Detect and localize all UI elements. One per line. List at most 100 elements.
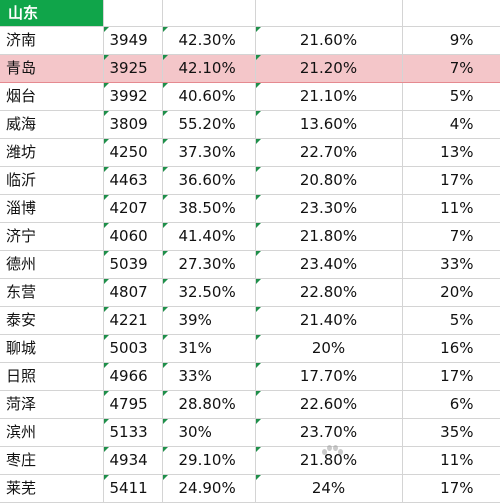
- cell-text: 3949: [109, 31, 148, 49]
- city-cell[interactable]: 枣庄: [0, 446, 104, 475]
- cell-text: 4207: [109, 199, 148, 217]
- empty-header-cell[interactable]: [103, 0, 163, 27]
- cell-text: 17%: [440, 479, 474, 497]
- value-cell[interactable]: 3949: [103, 26, 163, 55]
- percent-cell[interactable]: 20%: [255, 334, 403, 363]
- city-cell[interactable]: 莱芜: [0, 474, 104, 503]
- table-row: 菏泽 4795 28.80% 22.60% 6%: [0, 390, 500, 419]
- empty-header-cell[interactable]: [402, 0, 500, 27]
- error-indicator-icon: [103, 391, 109, 396]
- city-cell[interactable]: 滨州: [0, 418, 104, 447]
- percent-cell[interactable]: 42.10%: [162, 54, 256, 83]
- percent-cell[interactable]: 42.30%: [162, 26, 256, 55]
- city-cell[interactable]: 德州: [0, 250, 104, 279]
- percent-cell[interactable]: 37.30%: [162, 138, 256, 167]
- percent-cell[interactable]: 9%: [402, 26, 500, 55]
- city-cell[interactable]: 聊城: [0, 334, 104, 363]
- province-header-cell[interactable]: 山东: [0, 0, 104, 27]
- percent-cell[interactable]: 7%: [402, 54, 500, 83]
- value-cell[interactable]: 4807: [103, 278, 163, 307]
- percent-cell[interactable]: 11%: [402, 194, 500, 223]
- value-cell[interactable]: 4934: [103, 446, 163, 475]
- percent-cell[interactable]: 33%: [402, 250, 500, 279]
- percent-cell[interactable]: 21.60%: [255, 26, 403, 55]
- value-cell[interactable]: 3809: [103, 110, 163, 139]
- percent-cell[interactable]: 20.80%: [255, 166, 403, 195]
- value-cell[interactable]: 5133: [103, 418, 163, 447]
- error-indicator-icon: [103, 307, 109, 312]
- percent-cell[interactable]: 23.30%: [255, 194, 403, 223]
- percent-cell[interactable]: 4%: [402, 110, 500, 139]
- table-row: 枣庄 4934 29.10% 21.80% 11%: [0, 446, 500, 475]
- percent-cell[interactable]: 55.20%: [162, 110, 256, 139]
- percent-cell[interactable]: 21.40%: [255, 306, 403, 335]
- percent-cell[interactable]: 29.10%: [162, 446, 256, 475]
- percent-cell[interactable]: 17%: [402, 362, 500, 391]
- value-cell[interactable]: 3992: [103, 82, 163, 111]
- percent-cell[interactable]: 36.60%: [162, 166, 256, 195]
- city-cell[interactable]: 泰安: [0, 306, 104, 335]
- empty-header-cell[interactable]: [162, 0, 256, 27]
- cell-text: 27.30%: [178, 255, 236, 273]
- empty-header-cell[interactable]: [255, 0, 403, 27]
- city-cell[interactable]: 青岛: [0, 54, 104, 83]
- percent-cell[interactable]: 30%: [162, 418, 256, 447]
- percent-cell[interactable]: 16%: [402, 334, 500, 363]
- city-cell[interactable]: 淄博: [0, 194, 104, 223]
- percent-cell[interactable]: 13%: [402, 138, 500, 167]
- value-cell[interactable]: 5411: [103, 474, 163, 503]
- city-cell[interactable]: 济宁: [0, 222, 104, 251]
- percent-cell[interactable]: 40.60%: [162, 82, 256, 111]
- city-cell[interactable]: 潍坊: [0, 138, 104, 167]
- percent-cell[interactable]: 22.80%: [255, 278, 403, 307]
- percent-cell[interactable]: 17%: [402, 474, 500, 503]
- percent-cell[interactable]: 17%: [402, 166, 500, 195]
- percent-cell[interactable]: 5%: [402, 82, 500, 111]
- percent-cell[interactable]: 32.50%: [162, 278, 256, 307]
- value-cell[interactable]: 3925: [103, 54, 163, 83]
- percent-cell[interactable]: 39%: [162, 306, 256, 335]
- percent-cell[interactable]: 33%: [162, 362, 256, 391]
- percent-cell[interactable]: 41.40%: [162, 222, 256, 251]
- percent-cell[interactable]: 22.70%: [255, 138, 403, 167]
- value-cell[interactable]: 4795: [103, 390, 163, 419]
- city-cell[interactable]: 日照: [0, 362, 104, 391]
- value-cell[interactable]: 4250: [103, 138, 163, 167]
- value-cell[interactable]: 4221: [103, 306, 163, 335]
- percent-cell[interactable]: 24.90%: [162, 474, 256, 503]
- city-cell[interactable]: 济南: [0, 26, 104, 55]
- value-cell[interactable]: 5039: [103, 250, 163, 279]
- percent-cell[interactable]: 23.40%: [255, 250, 403, 279]
- percent-cell[interactable]: 21.80%: [255, 222, 403, 251]
- value-cell[interactable]: 4207: [103, 194, 163, 223]
- percent-cell[interactable]: 35%: [402, 418, 500, 447]
- percent-cell[interactable]: 21.80%: [255, 446, 403, 475]
- percent-cell[interactable]: 17.70%: [255, 362, 403, 391]
- value-cell[interactable]: 4463: [103, 166, 163, 195]
- percent-cell[interactable]: 21.20%: [255, 54, 403, 83]
- percent-cell[interactable]: 7%: [402, 222, 500, 251]
- city-cell[interactable]: 临沂: [0, 166, 104, 195]
- value-cell[interactable]: 5003: [103, 334, 163, 363]
- city-cell[interactable]: 威海: [0, 110, 104, 139]
- percent-cell[interactable]: 24%: [255, 474, 403, 503]
- percent-cell[interactable]: 23.70%: [255, 418, 403, 447]
- city-cell[interactable]: 东营: [0, 278, 104, 307]
- cell-text: 7%: [449, 227, 474, 245]
- city-cell[interactable]: 烟台: [0, 82, 104, 111]
- error-indicator-icon: [255, 363, 261, 368]
- city-cell[interactable]: 菏泽: [0, 390, 104, 419]
- percent-cell[interactable]: 6%: [402, 390, 500, 419]
- value-cell[interactable]: 4060: [103, 222, 163, 251]
- percent-cell[interactable]: 27.30%: [162, 250, 256, 279]
- percent-cell[interactable]: 22.60%: [255, 390, 403, 419]
- percent-cell[interactable]: 11%: [402, 446, 500, 475]
- value-cell[interactable]: 4966: [103, 362, 163, 391]
- percent-cell[interactable]: 28.80%: [162, 390, 256, 419]
- percent-cell[interactable]: 5%: [402, 306, 500, 335]
- percent-cell[interactable]: 21.10%: [255, 82, 403, 111]
- percent-cell[interactable]: 31%: [162, 334, 256, 363]
- percent-cell[interactable]: 38.50%: [162, 194, 256, 223]
- percent-cell[interactable]: 20%: [402, 278, 500, 307]
- percent-cell[interactable]: 13.60%: [255, 110, 403, 139]
